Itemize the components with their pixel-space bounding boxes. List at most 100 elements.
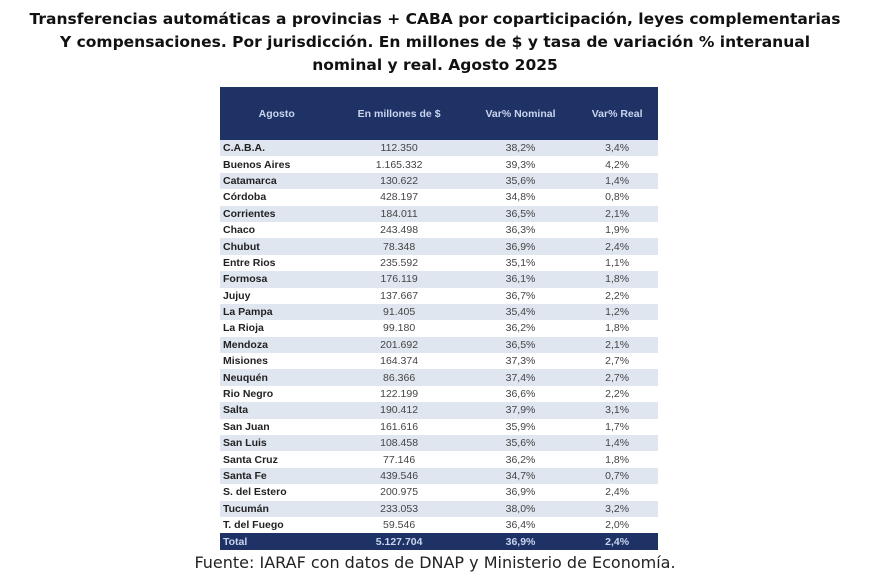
- cell-nominal: 35,9%: [505, 420, 536, 433]
- table-row: Salta 190.412 37,9% 3,1%: [220, 402, 658, 419]
- cell-jurisdiction: La Rioja: [223, 322, 264, 335]
- cell-nominal: 34,8%: [505, 191, 536, 204]
- table-row: Tucumán 233.053 38,0% 3,2%: [220, 500, 658, 517]
- cell-amount: 161.616: [380, 420, 419, 433]
- cell-amount: 78.348: [333, 238, 465, 255]
- title-line: Y compensaciones. Por jurisdicción. En m…: [59, 33, 811, 51]
- title-line: nominal y real. Agosto 2025: [312, 56, 558, 74]
- cell-amount: 190.412: [333, 402, 465, 419]
- cell-amount: 112.350: [333, 140, 465, 157]
- cell-amount: 428.197: [380, 191, 419, 204]
- table-row: San Juan 161.616 35,9% 1,7%: [220, 419, 658, 435]
- cell-real: 1,8%: [605, 322, 630, 335]
- cell-nominal: 36,5%: [464, 336, 577, 354]
- cell-amount: 235.592: [380, 256, 419, 269]
- cell-jurisdiction: Buenos Aires: [223, 158, 291, 171]
- cell-jurisdiction: Misiones: [223, 355, 268, 368]
- cell-jurisdiction: Neuquén: [220, 369, 334, 386]
- cell-jurisdiction: Formosa: [220, 271, 334, 288]
- cell-jurisdiction: Chaco: [223, 224, 256, 237]
- transfers-table: Agosto En millones de $ Var% Nominal Var…: [220, 87, 658, 550]
- header-nominal: Var% Nominal: [464, 87, 577, 140]
- table-row: Catamarca 130.622 35,6% 1,4%: [220, 172, 658, 190]
- cell-amount: 108.458: [333, 435, 465, 452]
- cell-jurisdiction: Total: [220, 533, 334, 550]
- table-row: San Luis 108.458 35,6% 1,4%: [220, 435, 658, 452]
- cell-real: 1,8%: [605, 453, 630, 466]
- cell-real: 1,9%: [605, 224, 630, 237]
- cell-nominal: 37,9%: [464, 402, 577, 419]
- cell-nominal: 38,0%: [464, 500, 577, 517]
- table-row: C.A.B.A. 112.350 38,2% 3,4%: [220, 140, 658, 157]
- table-row: Chubut 78.348 36,9% 2,4%: [220, 238, 658, 255]
- cell-nominal: 36,6%: [505, 388, 536, 401]
- cell-real: 1,4%: [576, 172, 658, 190]
- cell-real: 1,4%: [576, 435, 658, 452]
- cell-real: 2,1%: [576, 336, 658, 354]
- table-row: Santa Cruz 77.146 36,2% 1,8%: [220, 451, 658, 467]
- table-header-row: Agosto En millones de $ Var% Nominal Var…: [220, 87, 658, 140]
- table-row: Córdoba 428.197 34,8% 0,8%: [220, 189, 658, 205]
- source-note: Fuente: IARAF con datos de DNAP y Minist…: [194, 553, 676, 572]
- table-row: Entre Rios 235.592 35,1% 1,1%: [220, 255, 658, 271]
- cell-real: 1,2%: [576, 303, 658, 321]
- cell-nominal: 35,4%: [464, 303, 577, 321]
- cell-real: 3,2%: [576, 500, 658, 517]
- table-row: Chaco 243.498 36,3% 1,9%: [220, 222, 658, 238]
- cell-amount: 200.975: [380, 486, 419, 499]
- cell-real: 2,0%: [605, 519, 630, 532]
- cell-real: 1,1%: [605, 256, 630, 269]
- cell-amount: 439.546: [333, 467, 465, 485]
- cell-jurisdiction: T. del Fuego: [223, 519, 284, 532]
- cell-real: 3,4%: [576, 140, 658, 157]
- cell-amount: 201.692: [333, 336, 465, 354]
- table-row: Mendoza 201.692 36,5% 2,1%: [220, 336, 658, 354]
- header-jurisdiction: Agosto: [220, 87, 334, 140]
- cell-nominal: 39,3%: [505, 158, 536, 171]
- cell-amount: 130.622: [333, 172, 465, 190]
- cell-real: 4,2%: [605, 158, 630, 171]
- cell-real: 2,1%: [576, 205, 658, 222]
- cell-jurisdiction: Córdoba: [223, 191, 267, 204]
- table-row: La Pampa 91.405 35,4% 1,2%: [220, 303, 658, 321]
- cell-nominal: 36,9%: [464, 238, 577, 255]
- cell-nominal: 35,6%: [464, 435, 577, 452]
- total-row: Total 5.127.704 36,9% 2,4%: [220, 533, 658, 550]
- cell-nominal: 36,3%: [505, 224, 536, 237]
- cell-real: 1,8%: [576, 271, 658, 288]
- cell-jurisdiction: Salta: [220, 402, 334, 419]
- cell-amount: 137.667: [380, 289, 419, 302]
- cell-nominal: 36,5%: [464, 205, 577, 222]
- cell-jurisdiction: Catamarca: [220, 172, 334, 190]
- cell-amount: 91.405: [333, 303, 465, 321]
- cell-amount: 233.053: [333, 500, 465, 517]
- title-line: Transferencias automáticas a provincias …: [29, 10, 841, 28]
- table-row: Rio Negro 122.199 36,6% 2,2%: [220, 386, 658, 402]
- cell-jurisdiction: Corrientes: [220, 205, 334, 222]
- cell-real: 3,1%: [576, 402, 658, 419]
- table-row: Jujuy 137.667 36,7% 2,2%: [220, 288, 658, 304]
- cell-amount: 77.146: [383, 453, 416, 466]
- cell-jurisdiction: Jujuy: [223, 289, 251, 302]
- cell-amount: 243.498: [380, 224, 419, 237]
- cell-nominal: 36,2%: [505, 453, 536, 466]
- cell-amount: 5.127.704: [333, 533, 465, 550]
- cell-jurisdiction: Entre Rios: [223, 256, 276, 269]
- page-title: Transferencias automáticas a provincias …: [0, 8, 870, 77]
- header-amount: En millones de $: [333, 87, 465, 140]
- cell-nominal: 36,9%: [464, 533, 577, 550]
- cell-nominal: 36,7%: [505, 289, 536, 302]
- cell-jurisdiction: Rio Negro: [223, 388, 274, 401]
- cell-nominal: 36,9%: [505, 486, 536, 499]
- table-row: T. del Fuego 59.546 36,4% 2,0%: [220, 517, 658, 533]
- table-row: Neuquén 86.366 37,4% 2,7%: [220, 369, 658, 386]
- cell-nominal: 36,4%: [505, 519, 536, 532]
- table-row: S. del Estero 200.975 36,9% 2,4%: [220, 484, 658, 500]
- cell-jurisdiction: C.A.B.A.: [220, 140, 334, 157]
- cell-jurisdiction: Santa Cruz: [223, 453, 278, 466]
- cell-amount: 184.011: [333, 205, 465, 222]
- cell-jurisdiction: Mendoza: [220, 336, 334, 354]
- cell-jurisdiction: La Pampa: [220, 303, 334, 321]
- cell-jurisdiction: S. del Estero: [223, 486, 287, 499]
- cell-real: 2,4%: [576, 238, 658, 255]
